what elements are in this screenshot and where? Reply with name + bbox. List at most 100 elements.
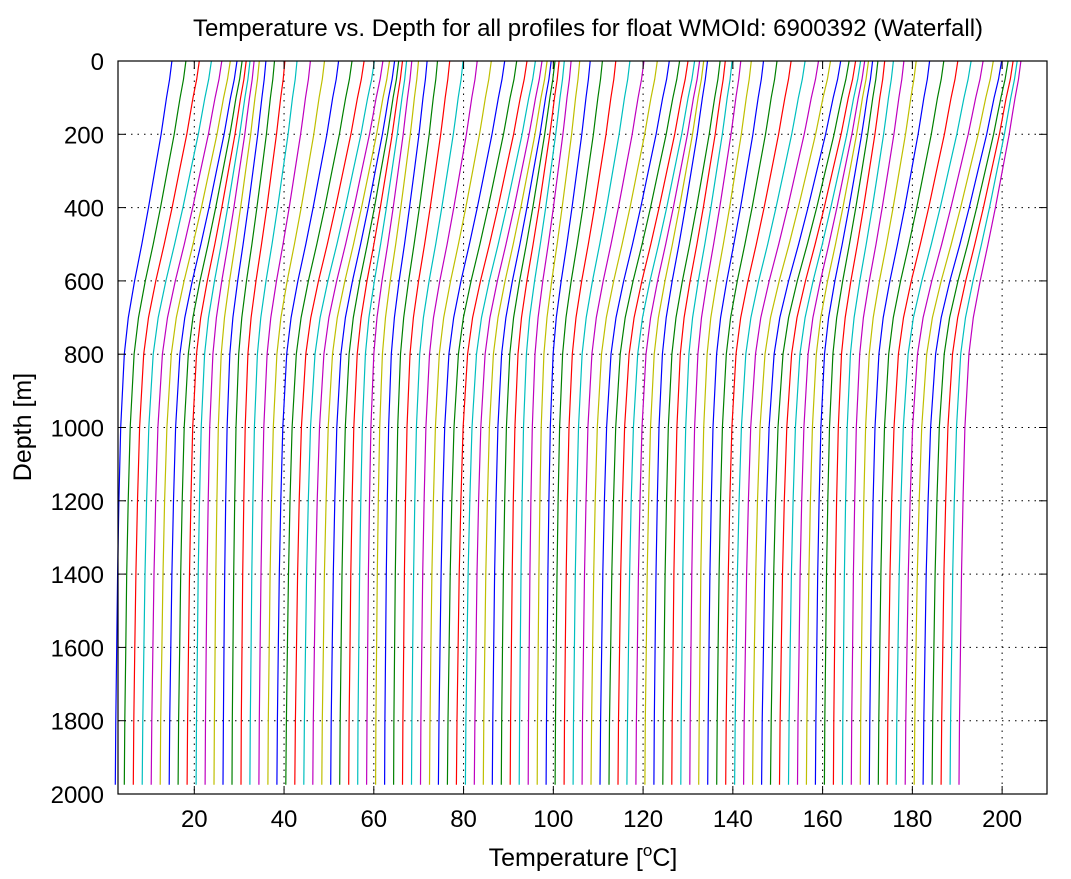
x-tick-label: 160	[803, 806, 843, 833]
profile-line	[276, 60, 340, 785]
profile-line	[437, 60, 506, 785]
profile-line	[608, 60, 681, 785]
x-tick-label: 140	[713, 806, 753, 833]
profile-line	[491, 60, 552, 785]
profile-line	[123, 60, 187, 785]
profile-line	[922, 60, 1003, 785]
profile-line	[348, 60, 404, 785]
profile-line	[599, 60, 670, 785]
profile-line	[680, 60, 733, 785]
profile-line	[384, 60, 428, 785]
profile-line	[177, 60, 243, 785]
profile-line	[653, 60, 709, 785]
profile-line	[231, 60, 276, 785]
profile-line	[868, 60, 931, 785]
profile-line	[572, 60, 631, 785]
profile-line	[482, 60, 548, 785]
profile-line	[285, 60, 353, 785]
profile-line	[303, 60, 375, 785]
profile-line	[204, 60, 255, 785]
y-tick-label: 400	[64, 196, 104, 223]
profile-line	[617, 60, 689, 785]
profile-line	[195, 60, 251, 785]
x-axis-label: Temperature [oC]	[489, 841, 678, 872]
profile-line	[518, 60, 565, 785]
profile-line	[258, 60, 311, 785]
profile-line	[366, 60, 413, 785]
profile-line	[428, 60, 492, 785]
profile-line	[626, 60, 696, 785]
y-tick-label: 1600	[51, 635, 104, 662]
profile-line	[357, 60, 408, 785]
profile-line	[805, 60, 870, 785]
profile-line	[671, 60, 726, 785]
x-tick-label: 20	[181, 806, 208, 833]
profile-line	[841, 60, 894, 785]
profile-line	[545, 60, 591, 785]
profile-line	[473, 60, 543, 785]
profile-line	[949, 60, 1018, 785]
y-tick-label: 200	[64, 122, 104, 149]
profile-line	[393, 60, 439, 785]
profile-line	[213, 60, 260, 785]
profile-line	[159, 60, 231, 785]
profile-lines	[114, 60, 1022, 785]
y-tick-label: 1400	[51, 562, 104, 589]
profile-line	[186, 60, 247, 785]
profile-line	[644, 60, 705, 785]
x-axis-label-superscript: o	[643, 841, 652, 860]
profile-line	[832, 60, 886, 785]
profile-line	[114, 60, 173, 785]
profile-line	[339, 60, 400, 785]
profile-line	[330, 60, 396, 785]
x-tick-label: 100	[533, 806, 573, 833]
profile-line	[554, 60, 603, 785]
y-tick-label: 600	[64, 269, 104, 296]
y-axis-label: Depth [m]	[9, 373, 37, 481]
profile-line	[150, 60, 223, 785]
y-tick-label: 1200	[51, 489, 104, 516]
profile-line	[850, 60, 905, 785]
profile-line	[734, 60, 806, 785]
profile-line	[778, 60, 857, 785]
profile-line	[509, 60, 560, 785]
profile-line	[446, 60, 518, 785]
profile-line	[455, 60, 528, 785]
x-tick-label: 180	[892, 806, 932, 833]
profile-line	[563, 60, 617, 785]
profile-line	[662, 60, 721, 785]
profile-line	[132, 60, 200, 785]
profile-line	[716, 60, 778, 785]
profile-line	[796, 60, 866, 785]
profile-line	[536, 60, 581, 785]
profile-line	[401, 60, 451, 785]
profile-line	[410, 60, 464, 785]
profile-line	[168, 60, 238, 785]
profile-line	[743, 60, 820, 785]
profile-line	[312, 60, 384, 785]
x-axis-label-unit: C]	[652, 844, 677, 872]
profile-line	[464, 60, 536, 785]
profile-line	[877, 60, 945, 785]
y-tick-label: 0	[91, 49, 104, 76]
y-tick-label: 1800	[51, 709, 104, 736]
profile-line	[419, 60, 478, 785]
profile-line	[886, 60, 959, 785]
x-tick-label: 80	[450, 806, 477, 833]
x-tick-label: 60	[360, 806, 387, 833]
profile-line	[689, 60, 742, 785]
profile-line	[823, 60, 879, 785]
profile-line	[698, 60, 752, 785]
profile-line	[725, 60, 792, 785]
profile-line	[581, 60, 645, 785]
axis-ticks: 20 40 60 80 100 120 140 160 180 20002004006008001…	[51, 49, 1047, 833]
profile-line	[752, 60, 832, 785]
x-tick-label: 120	[623, 806, 663, 833]
profile-line	[141, 60, 212, 785]
profile-line	[527, 60, 572, 785]
x-tick-label: 40	[271, 806, 298, 833]
profile-line	[240, 60, 286, 785]
profile-line	[321, 60, 391, 785]
